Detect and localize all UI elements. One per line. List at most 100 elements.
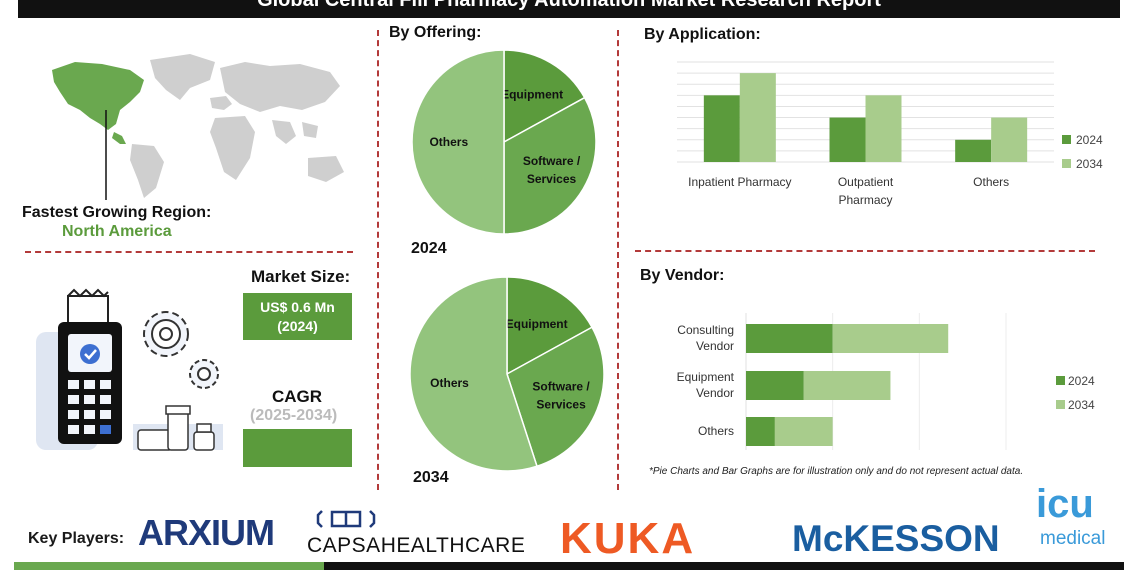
- gear-icon: [143, 311, 189, 357]
- pie-slice: [503, 96, 597, 235]
- market-size-year: (2024): [277, 318, 318, 334]
- arxium-logo: ARXIUM: [138, 512, 275, 553]
- pill-bottles-icon: [133, 405, 223, 451]
- key: [84, 380, 95, 389]
- key: [100, 410, 111, 419]
- pie-slice-label: Software /: [523, 154, 581, 168]
- vendor-category-label: Others: [698, 424, 734, 438]
- pie-slice: [506, 326, 605, 468]
- region-label: Fastest Growing Region:: [22, 204, 212, 221]
- key: [100, 380, 111, 389]
- offering-heading: By Offering:: [389, 24, 482, 41]
- vendor-category-label: Equipment: [677, 370, 735, 384]
- pie-slice: [411, 49, 505, 235]
- vendor-category-label: Vendor: [696, 339, 734, 353]
- pie-slice: [409, 276, 538, 472]
- legend-swatch: [1056, 400, 1065, 409]
- footer-bar-green: [14, 562, 324, 570]
- vendor-bar-segment: [746, 324, 833, 353]
- map-africa: [210, 116, 255, 180]
- mckesson-logo: McKESSON: [792, 518, 1000, 559]
- application-category-label: Pharmacy: [838, 193, 892, 207]
- small-gear-icon: [189, 359, 219, 389]
- report-title: Global Central Fill Pharmacy Automation …: [257, 0, 881, 11]
- application-bar: [829, 117, 866, 162]
- key: [84, 425, 95, 434]
- pie-slice-label: Equipment: [501, 87, 563, 101]
- legend-label: 2024: [1076, 133, 1103, 147]
- pie-slice-label: Services: [527, 172, 577, 186]
- pie-chart-2024: Equipment Software / Services Others: [411, 49, 597, 235]
- map-south-america: [130, 144, 164, 198]
- cagr-box: [243, 429, 352, 467]
- map-north-america: [52, 62, 144, 130]
- pie-slice-label: Services: [536, 397, 586, 411]
- legend-label: 2034: [1076, 157, 1103, 171]
- application-category-label: Inpatient Pharmacy: [688, 175, 791, 189]
- pharmacy-illustration: [36, 288, 223, 451]
- vendor-bar-segment: [746, 371, 804, 400]
- world-map: [52, 54, 344, 200]
- application-category-label: Outpatient: [838, 175, 894, 189]
- report-title-bar: Global Central Fill Pharmacy Automation …: [18, 0, 1120, 18]
- divider-right: [617, 30, 619, 490]
- disclaimer-note: *Pie Charts and Bar Graphs are for illus…: [649, 466, 1024, 477]
- application-bar: [955, 139, 992, 162]
- market-size-label: Market Size:: [251, 267, 351, 286]
- key: [84, 395, 95, 404]
- vendor-bar-segment: [774, 417, 833, 446]
- legend-label: 2024: [1068, 374, 1095, 388]
- legend-swatch: [1062, 159, 1071, 168]
- map-europe: [210, 96, 232, 110]
- vendor-heading: By Vendor:: [640, 267, 725, 284]
- pie-chart-2034: Equipment Software / Services Others: [409, 276, 605, 472]
- legend-swatch: [1056, 376, 1065, 385]
- capsa-logo: CAPSAHEALTHCARE: [307, 534, 526, 557]
- pie-slice-label: Others: [430, 376, 469, 390]
- application-bar: [865, 95, 902, 162]
- map-se-asia: [302, 122, 318, 138]
- map-eurasia: [220, 62, 340, 112]
- application-bar-chart: Inpatient Pharmacy Outpatient Pharmacy Othe…: [677, 61, 1103, 207]
- application-bar: [739, 73, 776, 162]
- vendor-bar-chart: Consulting Vendor Equipment Vendor Others 202…: [677, 313, 1095, 450]
- key: [68, 395, 79, 404]
- divider-right-horizontal: [635, 250, 1095, 252]
- map-india: [272, 120, 296, 144]
- pie-2034-year: 2034: [413, 469, 449, 486]
- capsa-logo-mark: [316, 510, 376, 528]
- application-bar: [991, 117, 1028, 162]
- map-greenland: [150, 54, 215, 100]
- pie-slice-label: Software /: [532, 379, 590, 393]
- region-value: North America: [62, 223, 172, 240]
- application-bar: [703, 95, 740, 162]
- icu-logo: icu: [1036, 482, 1094, 526]
- pie-slice-label: Others: [429, 135, 468, 149]
- map-central-america: [112, 132, 126, 144]
- vendor-bar-segment: [832, 324, 949, 353]
- key: [68, 425, 79, 434]
- market-size-value: US$ 0.6 Mn: [260, 299, 335, 315]
- key: [68, 380, 79, 389]
- pie-slice: [503, 49, 586, 144]
- vendor-category-label: Vendor: [696, 386, 734, 400]
- vendor-category-label: Consulting: [677, 323, 734, 337]
- application-category-label: Others: [973, 175, 1009, 189]
- key-players-label: Key Players:: [28, 530, 125, 547]
- legend-swatch: [1062, 135, 1071, 144]
- market-size-box: US$ 0.6 Mn (2024): [243, 293, 352, 340]
- footer-bar-dark: [324, 562, 1124, 570]
- vendor-bar-segment: [746, 417, 775, 446]
- key: [68, 410, 79, 419]
- pie-slice: [506, 276, 594, 376]
- cagr-period: (2025-2034): [250, 407, 338, 424]
- icu-medical-text: medical: [1040, 528, 1106, 549]
- divider-left-horizontal: [25, 251, 353, 253]
- legend-label: 2034: [1068, 398, 1095, 412]
- pie-2024-year: 2024: [411, 240, 447, 257]
- enter-key: [100, 425, 111, 434]
- key: [84, 410, 95, 419]
- kuka-logo: KUKA: [560, 514, 696, 563]
- receipt-edge: [67, 288, 109, 298]
- map-australia: [308, 156, 344, 182]
